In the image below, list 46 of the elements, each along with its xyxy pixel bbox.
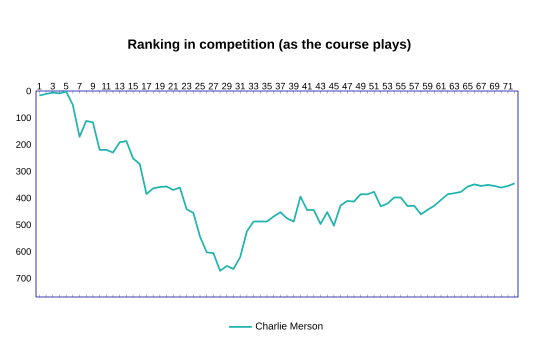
x-tick-label: 41 [302, 82, 312, 90]
x-tick-label: 67 [476, 82, 486, 90]
y-tick-label: 0 [26, 88, 31, 94]
x-tick-label: 7 [77, 82, 82, 90]
y-tick-label: 200 [16, 141, 31, 148]
x-tick-label: 55 [396, 82, 406, 90]
x-tick-label: 35 [262, 82, 272, 90]
chart-title: Ranking in competition (as the course plays) [128, 39, 411, 52]
x-tick-label: 37 [276, 82, 286, 90]
y-tick-label: 500 [16, 221, 31, 228]
x-tick-label: 53 [382, 82, 392, 90]
x-tick-label: 15 [128, 82, 138, 90]
x-tick-label: 59 [422, 82, 432, 90]
x-tick-label: 17 [142, 82, 152, 90]
y-tick-label: 400 [16, 194, 31, 202]
x-tick-label: 11 [102, 82, 111, 90]
x-tick-label: 43 [316, 82, 326, 90]
x-tick-label: 39 [288, 82, 298, 90]
x-tick-label: 71 [503, 82, 513, 90]
y-tick-label: 700 [16, 274, 31, 282]
x-tick-label: 33 [248, 82, 258, 90]
x-tick-label: 5 [64, 82, 68, 90]
x-tick-label: 19 [155, 82, 165, 90]
x-tick-label: 27 [208, 82, 218, 90]
x-tick-label: 65 [463, 82, 473, 90]
x-tick-label: 57 [409, 82, 419, 90]
x-tick-label: 13 [115, 82, 124, 90]
x-tick-label: 3 [50, 82, 55, 90]
x-tick-label: 49 [356, 82, 366, 90]
x-tick-label: 9 [90, 82, 96, 90]
x-tick-label: 25 [195, 82, 205, 90]
x-tick-label: 23 [182, 82, 192, 90]
x-tick-label: 69 [490, 82, 500, 90]
y-tick-label: 600 [16, 248, 31, 255]
legend-label: Charlie Merson [256, 322, 322, 330]
y-tick-label: 300 [16, 168, 31, 175]
x-tick-label: 1 [37, 82, 42, 90]
x-tick-label: 29 [222, 82, 232, 90]
x-tick-label: 61 [436, 82, 446, 90]
y-tick-label: 100 [16, 114, 31, 122]
x-tick-label: 21 [168, 82, 178, 90]
x-tick-label: 51 [369, 82, 379, 90]
x-tick-label: 31 [235, 82, 245, 90]
x-tick-label: 47 [342, 82, 352, 90]
x-tick-label: 63 [450, 82, 460, 90]
x-tick-label: 45 [328, 82, 339, 90]
